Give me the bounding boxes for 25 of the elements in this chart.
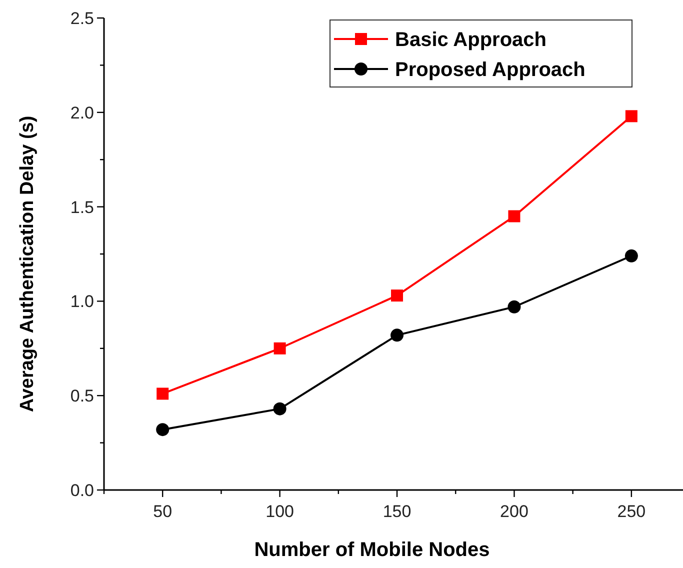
point <box>390 328 404 342</box>
point <box>391 290 404 302</box>
point <box>508 210 520 222</box>
legend-label: Proposed Approach <box>395 59 586 81</box>
x-tick-label: 250 <box>617 502 646 521</box>
point <box>624 249 638 262</box>
point <box>274 342 286 354</box>
point <box>156 388 169 400</box>
x-tick-label: 100 <box>266 502 294 521</box>
point <box>273 402 286 416</box>
y-tick-label: 1.5 <box>70 198 94 217</box>
x-tick-label: 150 <box>382 502 412 521</box>
y-tick-label: 0.5 <box>70 386 94 406</box>
y-tick-label: 1.0 <box>70 292 94 312</box>
x-axis-title: Number of Mobile Nodes <box>254 539 490 561</box>
y-axis-title: Average Authentication Delay (s) <box>17 116 38 412</box>
x-tick-label: 200 <box>500 502 528 521</box>
legend-label: Basic Approach <box>395 29 547 51</box>
y-tick-label: 2.0 <box>70 103 94 122</box>
x-tick-label: 50 <box>153 502 172 521</box>
point <box>156 423 170 436</box>
y-tick-label: 0.0 <box>70 481 94 500</box>
point <box>508 300 521 314</box>
y-tick-label: 2.5 <box>70 9 94 28</box>
point <box>625 110 638 122</box>
